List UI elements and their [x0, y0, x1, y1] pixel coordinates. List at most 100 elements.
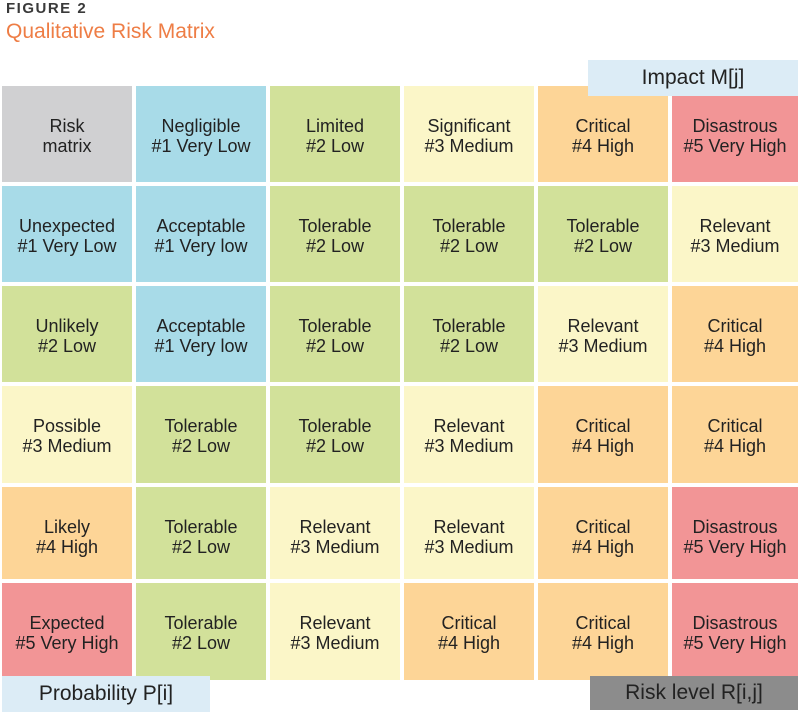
risk-cell: Tolerable #2 Low	[134, 384, 268, 485]
cell-level: matrix	[42, 136, 92, 156]
cell-level: #2 Low	[305, 436, 365, 456]
probability-header-cell: Unlikely #2 Low	[0, 284, 134, 384]
risk-cell: Critical #4 High	[536, 384, 670, 485]
impact-header-cell: Disastrous #5 Very High	[670, 84, 800, 184]
figure-title: Qualitative Risk Matrix	[6, 20, 215, 43]
impact-axis-label: Impact M[j]	[588, 60, 798, 96]
cell-level: #1 Very low	[154, 236, 248, 256]
cell-level: #2 Low	[305, 136, 365, 156]
cell-title: Acceptable	[156, 316, 246, 336]
cell-level: #1 Very Low	[151, 136, 251, 156]
probability-axis-label: Probability P[i]	[2, 676, 210, 712]
cell-level: #2 Low	[171, 537, 231, 557]
cell-title: Critical	[575, 613, 631, 633]
cell-level: #3 Medium	[424, 136, 514, 156]
cell-level: #4 High	[703, 436, 767, 456]
cell-level: #4 High	[437, 633, 501, 653]
cell-title: Expected	[29, 613, 105, 633]
cell-title: Acceptable	[156, 216, 246, 236]
risk-cell: Critical #4 High	[536, 581, 670, 682]
cell-level: #4 High	[571, 136, 635, 156]
cell-level: #2 Low	[37, 336, 97, 356]
risk-cell: Relevant #3 Medium	[268, 485, 402, 581]
cell-title: Critical	[707, 316, 763, 336]
risk-cell: Tolerable #2 Low	[536, 184, 670, 284]
cell-title: Disastrous	[692, 613, 778, 633]
cell-title: Relevant	[299, 613, 371, 633]
cell-level: #4 High	[35, 537, 99, 557]
cell-title: Tolerable	[298, 416, 372, 436]
cell-level: #3 Medium	[290, 537, 380, 557]
risk-cell: Acceptable #1 Very low	[134, 184, 268, 284]
cell-level: #1 Very Low	[17, 236, 117, 256]
cell-level: #5 Very High	[683, 633, 787, 653]
cell-level: #4 High	[571, 537, 635, 557]
risk-cell: Disastrous #5 Very High	[670, 485, 800, 581]
cell-level: #2 Low	[305, 236, 365, 256]
probability-header-cell: Possible #3 Medium	[0, 384, 134, 485]
cell-level: #3 Medium	[424, 436, 514, 456]
cell-title: Tolerable	[432, 216, 506, 236]
risk-cell: Relevant #3 Medium	[536, 284, 670, 384]
risk-cell: Relevant #3 Medium	[268, 581, 402, 682]
probability-header-cell: Unexpected #1 Very Low	[0, 184, 134, 284]
cell-level: #5 Very High	[683, 136, 787, 156]
risk-cell: Tolerable #2 Low	[134, 581, 268, 682]
matrix-corner-cell: Risk matrix	[0, 84, 134, 184]
risk-cell: Tolerable #2 Low	[268, 184, 402, 284]
risk-level-label: Risk level R[i,j]	[590, 676, 798, 710]
cell-title: Tolerable	[298, 216, 372, 236]
risk-cell: Tolerable #2 Low	[268, 284, 402, 384]
figure-label: FIGURE 2	[6, 0, 88, 17]
cell-level: #3 Medium	[290, 633, 380, 653]
impact-header-cell: Limited #2 Low	[268, 84, 402, 184]
cell-title: Relevant	[567, 316, 639, 336]
cell-title: Critical	[707, 416, 763, 436]
risk-cell: Tolerable #2 Low	[134, 485, 268, 581]
risk-cell: Acceptable #1 Very low	[134, 284, 268, 384]
cell-level: #1 Very low	[154, 336, 248, 356]
cell-level: #3 Medium	[558, 336, 648, 356]
cell-title: Possible	[32, 416, 102, 436]
cell-level: #2 Low	[439, 336, 499, 356]
risk-cell: Relevant #3 Medium	[402, 485, 536, 581]
cell-title: Relevant	[699, 216, 771, 236]
cell-title: Unlikely	[35, 316, 99, 336]
cell-title: Critical	[575, 416, 631, 436]
cell-title: Disastrous	[692, 116, 778, 136]
cell-title: Critical	[575, 517, 631, 537]
cell-title: Tolerable	[164, 416, 238, 436]
risk-cell: Critical #4 High	[670, 384, 800, 485]
cell-level: #5 Very High	[15, 633, 119, 653]
risk-matrix-grid: Risk matrix Negligible #1 Very Low Limited #2…	[0, 84, 800, 682]
cell-title: Disastrous	[692, 517, 778, 537]
risk-cell: Relevant #3 Medium	[670, 184, 800, 284]
cell-title: Tolerable	[432, 316, 506, 336]
cell-title: Tolerable	[164, 613, 238, 633]
cell-level: #4 High	[703, 336, 767, 356]
impact-header-cell: Significant #3 Medium	[402, 84, 536, 184]
probability-header-cell: Expected #5 Very High	[0, 581, 134, 682]
cell-title: Relevant	[299, 517, 371, 537]
cell-title: Tolerable	[298, 316, 372, 336]
risk-cell: Tolerable #2 Low	[268, 384, 402, 485]
risk-cell: Critical #4 High	[402, 581, 536, 682]
risk-cell: Relevant #3 Medium	[402, 384, 536, 485]
cell-title: Risk	[49, 116, 85, 136]
cell-title: Critical	[441, 613, 497, 633]
cell-title: Likely	[43, 517, 91, 537]
cell-title: Tolerable	[566, 216, 640, 236]
probability-header-cell: Likely #4 High	[0, 485, 134, 581]
cell-title: Negligible	[161, 116, 241, 136]
cell-title: Relevant	[433, 517, 505, 537]
cell-title: Significant	[427, 116, 511, 136]
cell-level: #4 High	[571, 633, 635, 653]
cell-level: #2 Low	[439, 236, 499, 256]
cell-title: Limited	[305, 116, 365, 136]
risk-cell: Critical #4 High	[670, 284, 800, 384]
risk-cell: Tolerable #2 Low	[402, 184, 536, 284]
cell-level: #2 Low	[305, 336, 365, 356]
cell-level: #5 Very High	[683, 537, 787, 557]
risk-cell: Critical #4 High	[536, 485, 670, 581]
cell-level: #3 Medium	[690, 236, 780, 256]
